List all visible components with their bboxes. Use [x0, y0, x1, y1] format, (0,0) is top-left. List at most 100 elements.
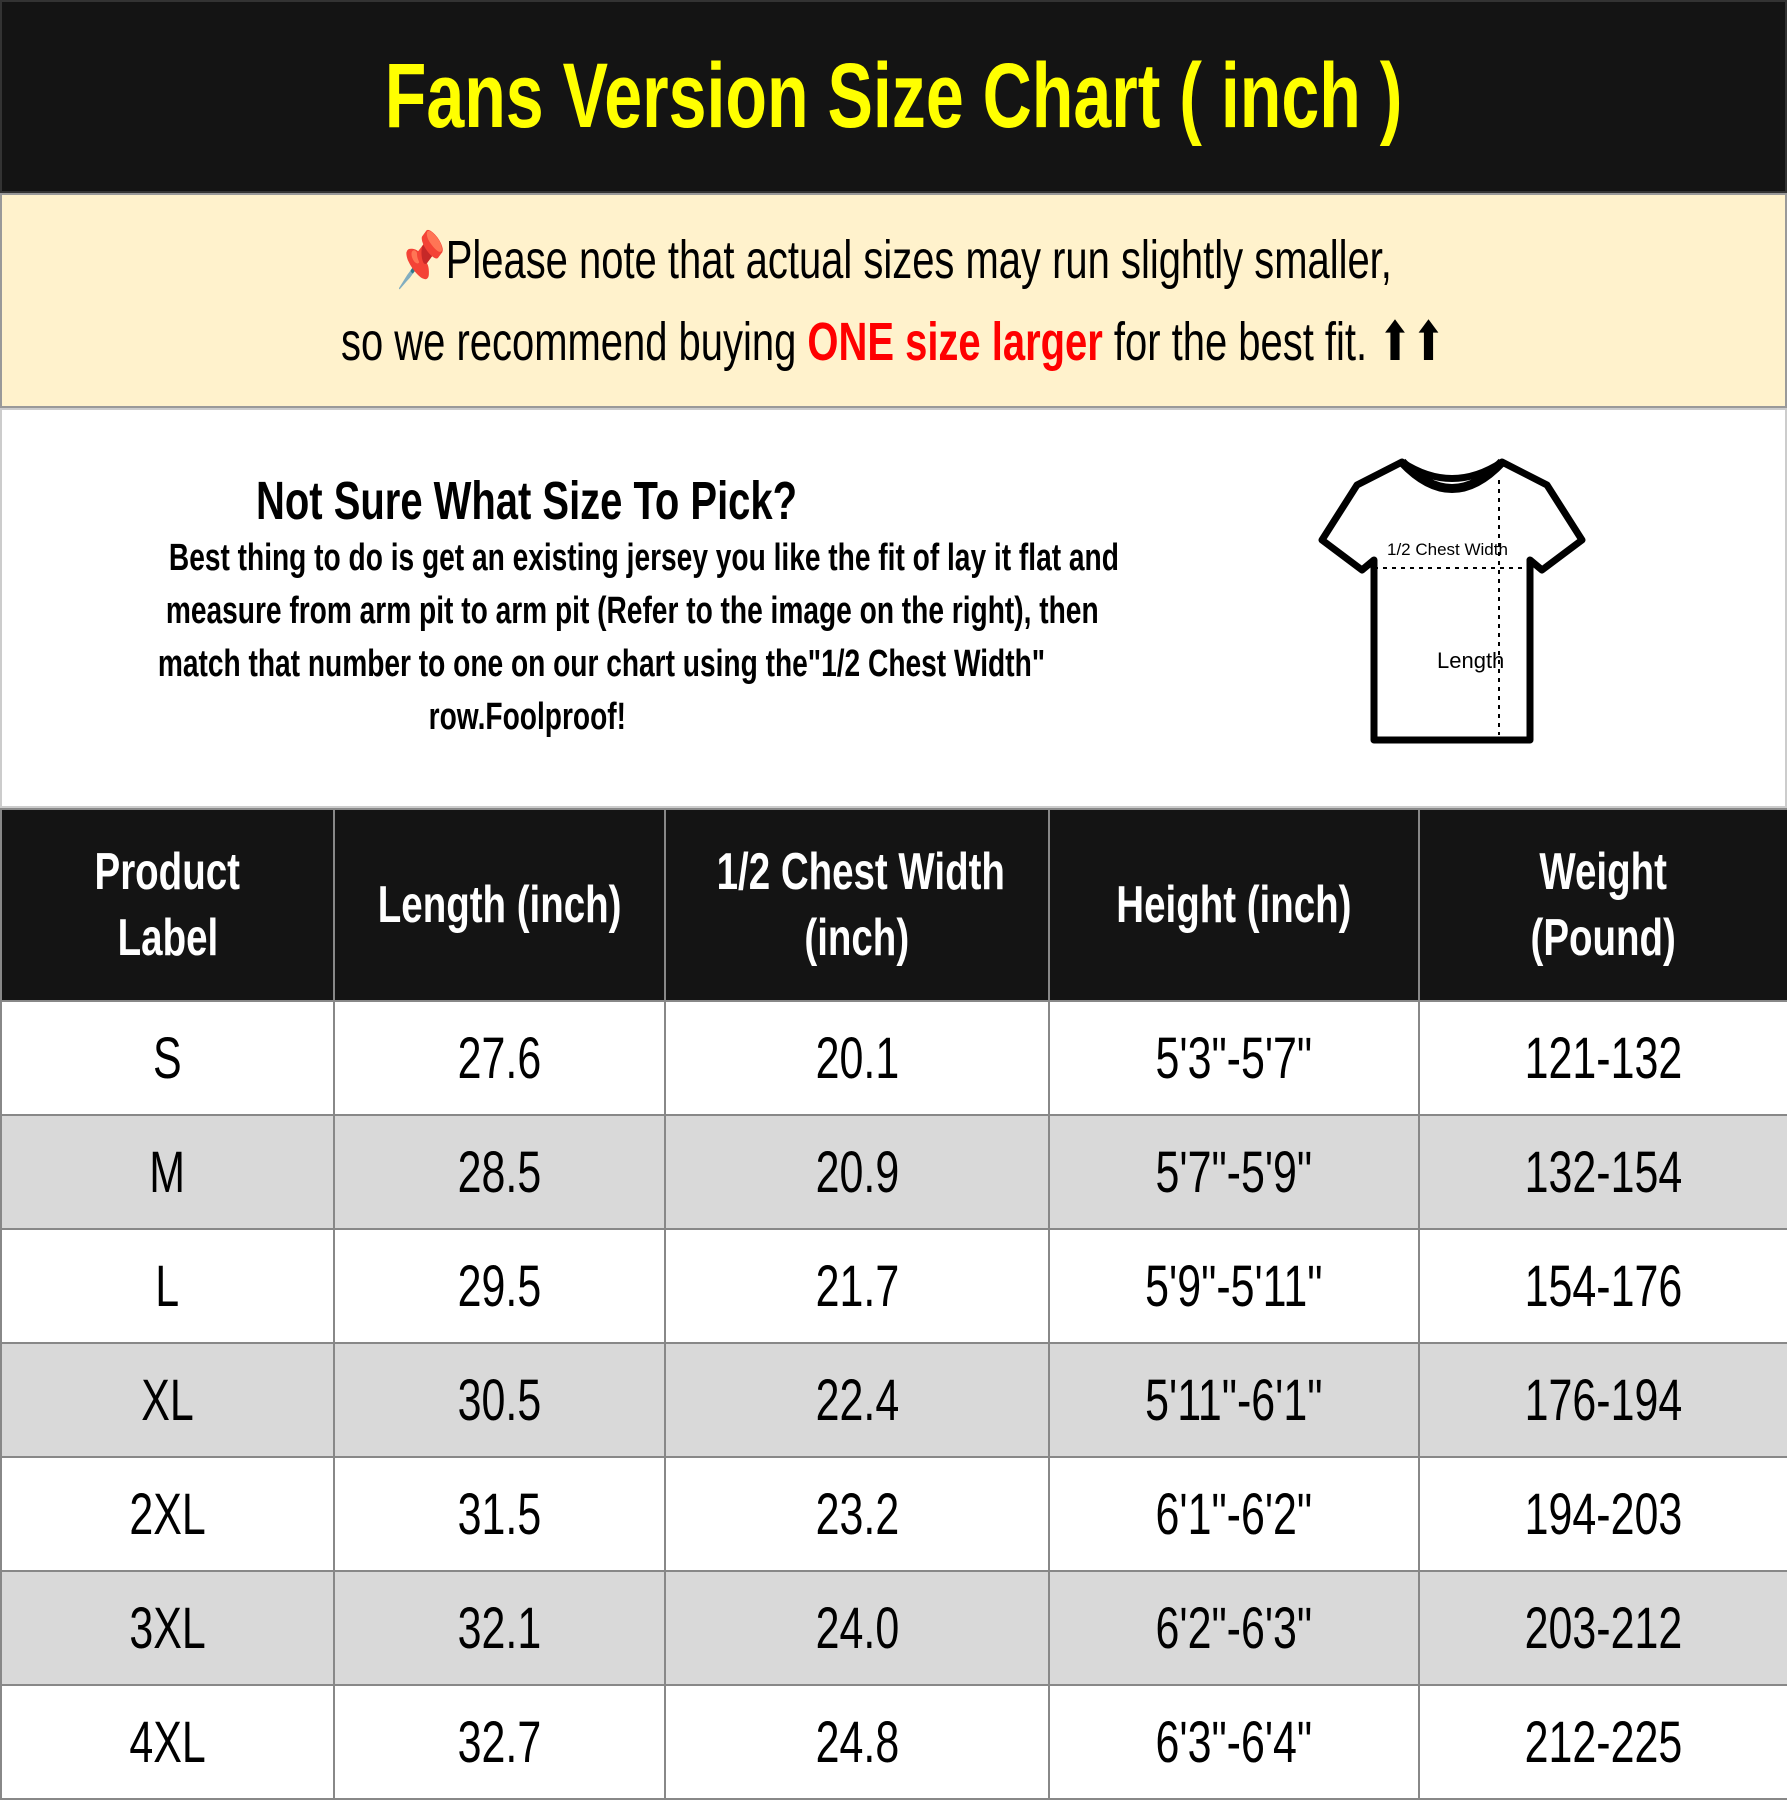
- note-line-1: Please note that actual sizes may run sl…: [445, 229, 1392, 290]
- guide-line: Best thing to do is get an existing jers…: [168, 537, 1119, 579]
- table-cell: 20.9: [664, 1114, 1050, 1230]
- column-header: Weight (Pound): [1418, 808, 1787, 1002]
- length-label: Length: [1437, 648, 1504, 673]
- cell-value: 20.9: [815, 1139, 899, 1205]
- column-header: Length (inch): [333, 808, 666, 1002]
- table-cell: 5'11"-6'1": [1048, 1342, 1420, 1458]
- table-cell: 6'3"-6'4": [1048, 1684, 1420, 1800]
- table-cell: 32.1: [333, 1570, 666, 1686]
- table-cell: 24.8: [664, 1684, 1050, 1800]
- table-cell: XL: [0, 1342, 335, 1458]
- pushpin-icon: 📌: [395, 229, 446, 290]
- cell-value: 176-194: [1524, 1367, 1683, 1433]
- column-header-text: Length (inch): [377, 876, 622, 934]
- column-header-text: 1/2 Chest Width: [716, 843, 1005, 901]
- cell-value: 2XL: [129, 1481, 206, 1547]
- table-cell: 30.5: [333, 1342, 666, 1458]
- table-cell: 121-132: [1418, 1000, 1787, 1116]
- table-cell: 23.2: [664, 1456, 1050, 1572]
- page-title: Fans Version Size Chart ( inch ): [384, 45, 1403, 147]
- cell-value: 5'11"-6'1": [1145, 1367, 1323, 1433]
- table-cell: 212-225: [1418, 1684, 1787, 1800]
- table-cell: 32.7: [333, 1684, 666, 1800]
- column-header-text: (inch): [804, 909, 910, 967]
- table-cell: 2XL: [0, 1456, 335, 1572]
- note-highlight: ONE size larger: [807, 311, 1104, 372]
- cell-value: 31.5: [457, 1481, 542, 1547]
- cell-value: 27.6: [457, 1025, 542, 1091]
- column-header-text: (Pound): [1530, 909, 1677, 967]
- cell-value: S: [153, 1025, 182, 1091]
- table-row: S 27.6 20.1 5'3"-5'7" 121-132: [0, 1000, 1787, 1116]
- cell-value: 203-212: [1524, 1595, 1683, 1661]
- cell-value: 121-132: [1524, 1025, 1683, 1091]
- table-cell: 28.5: [333, 1114, 666, 1230]
- table-cell: M: [0, 1114, 335, 1230]
- table-cell: 5'3"-5'7": [1048, 1000, 1420, 1116]
- cell-value: 29.5: [457, 1253, 542, 1319]
- table-row: L 29.5 21.7 5'9"-5'11" 154-176: [0, 1228, 1787, 1344]
- cell-value: 21.7: [815, 1253, 899, 1319]
- table-cell: 154-176: [1418, 1228, 1787, 1344]
- cell-value: 154-176: [1524, 1253, 1683, 1319]
- guide-heading: Not Sure What Size To Pick?: [256, 471, 798, 531]
- cell-value: M: [149, 1139, 186, 1205]
- cell-value: 23.2: [815, 1481, 899, 1547]
- table-cell: 6'1"-6'2": [1048, 1456, 1420, 1572]
- chest-width-label: 1/2 Chest Width: [1387, 540, 1508, 559]
- table-row: XL 30.5 22.4 5'11"-6'1" 176-194: [0, 1342, 1787, 1458]
- table-cell: 29.5: [333, 1228, 666, 1344]
- cell-value: 30.5: [457, 1367, 542, 1433]
- cell-value: 24.8: [815, 1709, 899, 1775]
- cell-value: 194-203: [1524, 1481, 1683, 1547]
- column-header: Height (inch): [1048, 808, 1420, 1002]
- table-cell: 24.0: [664, 1570, 1050, 1686]
- table-cell: 6'2"-6'3": [1048, 1570, 1420, 1686]
- table-cell: 31.5: [333, 1456, 666, 1572]
- cell-value: 5'3"-5'7": [1155, 1025, 1313, 1091]
- cell-value: 132-154: [1524, 1139, 1683, 1205]
- cell-value: 32.1: [457, 1595, 542, 1661]
- table-cell: 203-212: [1418, 1570, 1787, 1686]
- cell-value: L: [155, 1253, 180, 1319]
- column-header: 1/2 Chest Width (inch): [664, 808, 1050, 1002]
- note-line-2-pre: so we recommend buying: [341, 311, 808, 372]
- table-cell: 194-203: [1418, 1456, 1787, 1572]
- table-cell: 176-194: [1418, 1342, 1787, 1458]
- cell-value: 5'9"-5'11": [1145, 1253, 1323, 1319]
- cell-value: 20.1: [815, 1025, 899, 1091]
- table-cell: L: [0, 1228, 335, 1344]
- cell-value: 28.5: [457, 1139, 542, 1205]
- cell-value: 32.7: [457, 1709, 542, 1775]
- cell-value: 6'1"-6'2": [1155, 1481, 1313, 1547]
- table-cell: 27.6: [333, 1000, 666, 1116]
- cell-value: 24.0: [815, 1595, 899, 1661]
- cell-value: 6'2"-6'3": [1155, 1595, 1313, 1661]
- table-cell: 132-154: [1418, 1114, 1787, 1230]
- cell-value: 6'3"-6'4": [1155, 1709, 1313, 1775]
- column-header: Product Label: [0, 808, 335, 1002]
- guide-line: match that number to one on our chart us…: [157, 643, 1046, 685]
- table-row: 2XL 31.5 23.2 6'1"-6'2" 194-203: [0, 1456, 1787, 1572]
- column-header-text: Product: [94, 843, 241, 901]
- cell-value: 4XL: [129, 1709, 206, 1775]
- title-banner: Fans Version Size Chart ( inch ): [0, 0, 1787, 193]
- column-header-text: Weight: [1539, 843, 1668, 901]
- note-line-2-post: for the best fit. ⬆⬆: [1103, 311, 1446, 372]
- guide-line: row.Foolproof!: [428, 696, 626, 738]
- table-cell: 4XL: [0, 1684, 335, 1800]
- table-row: M 28.5 20.9 5'7"-5'9" 132-154: [0, 1114, 1787, 1230]
- sizing-note: 📌Please note that actual sizes may run s…: [0, 193, 1787, 408]
- table-cell: 22.4: [664, 1342, 1050, 1458]
- cell-value: XL: [141, 1367, 194, 1433]
- table-cell: 3XL: [0, 1570, 335, 1686]
- cell-value: 3XL: [129, 1595, 206, 1661]
- guide-line: measure from arm pit to arm pit (Refer t…: [165, 590, 1099, 632]
- column-header-text: Label: [117, 909, 218, 967]
- cell-value: 5'7"-5'9": [1155, 1139, 1313, 1205]
- tshirt-diagram-icon: 1/2 Chest Width Length: [1318, 458, 1586, 744]
- table-cell: 20.1: [664, 1000, 1050, 1116]
- table-cell: 5'7"-5'9": [1048, 1114, 1420, 1230]
- table-cell: 21.7: [664, 1228, 1050, 1344]
- cell-value: 22.4: [815, 1367, 899, 1433]
